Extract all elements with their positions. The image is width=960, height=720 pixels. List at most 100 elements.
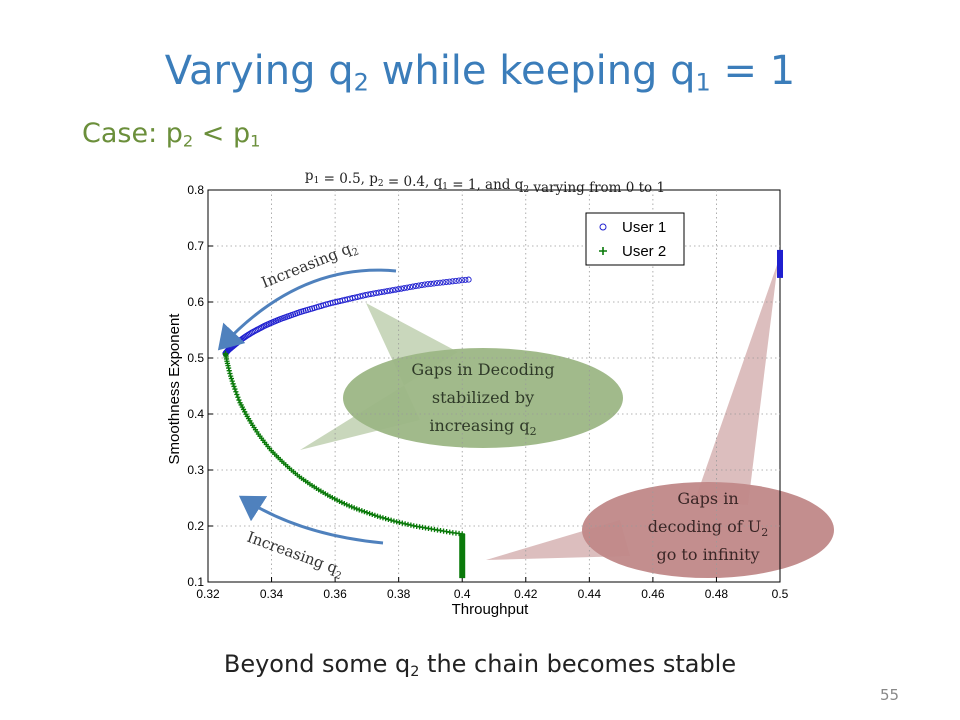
x-tick-label: 0.42: [514, 587, 538, 601]
data-point-user-1: [440, 279, 447, 286]
data-point-user-1: [381, 288, 388, 295]
data-point-user-2: [231, 383, 237, 390]
data-point-user-1: [437, 279, 444, 286]
data-point-user-1: [378, 289, 385, 296]
data-point-user-2: [354, 506, 360, 512]
red-callout-bubble: [582, 482, 834, 578]
x-axis-label: Throughput: [452, 601, 530, 618]
data-point-user-1: [452, 277, 459, 284]
green-callout: Gaps in Decoding stabilized by increasin…: [411, 360, 554, 438]
data-point-user-2: [369, 511, 375, 518]
data-point-user-2: [351, 505, 357, 511]
data-point-user-2: [372, 512, 378, 518]
x-tick-label: 0.34: [260, 587, 284, 601]
data-point-user-2: [364, 510, 370, 516]
slide-subtitle: Case: p2 < p1: [82, 118, 261, 151]
y-tick-label: 0.8: [187, 183, 204, 197]
data-point-user-1: [418, 281, 425, 289]
x-tick-label: 0.5: [772, 587, 789, 601]
data-point-user-1: [443, 278, 450, 286]
data-point-user-2: [356, 507, 362, 513]
data-point-user-2: [383, 516, 389, 522]
data-point-user-1: [465, 276, 472, 283]
data-point-user-2: [402, 521, 408, 527]
data-point-user-1: [433, 280, 441, 287]
legend-label-user-2: User 2: [622, 243, 666, 260]
callout-shapes: [300, 262, 834, 578]
data-point-user-1: [430, 280, 437, 287]
green-callout-bubble: [343, 348, 623, 448]
x-tick-label: 0.36: [323, 587, 347, 601]
data-point-user-2: [230, 381, 236, 387]
data-point-user-2: [344, 502, 350, 508]
data-point-user-2: [396, 519, 403, 526]
data-point-user-2: [346, 503, 352, 509]
red-callout-line-2: decoding of U2: [648, 517, 768, 539]
red-callout: Gaps in decoding of U2 go to infinity: [648, 489, 768, 564]
lower-increasing-arrow: [238, 495, 384, 545]
slide-title: Varying q2 while keeping q1 = 1: [164, 48, 796, 97]
upper-arrow-label: Increasing q2: [259, 237, 361, 294]
x-tick-label: 0.32: [196, 587, 220, 601]
data-point-user-1: [389, 287, 396, 294]
legend-marker-user-1: [599, 223, 607, 231]
x-tick-label: 0.38: [387, 587, 411, 601]
data-point-user-1: [398, 285, 405, 292]
data-point-user-2: [359, 508, 365, 514]
data-point-user-2: [367, 510, 373, 517]
data-point-user-2: [236, 397, 242, 403]
green-callout-line-2: stabilized by: [432, 388, 534, 407]
y-tick-label: 0.3: [187, 463, 204, 477]
green-callout-tail: [300, 303, 458, 450]
x-tick-label: 0.48: [705, 587, 729, 601]
data-point-user-1: [446, 278, 453, 285]
red-callout-line-1: Gaps in: [677, 489, 738, 508]
data-point-user-1: [386, 287, 394, 294]
data-point-user-1: [395, 286, 402, 293]
red-callout-line-3: go to infinity: [656, 545, 759, 564]
y-tick-label: 0.5: [187, 351, 204, 365]
data-point-user-2: [228, 375, 235, 382]
plot-area: [207, 189, 781, 583]
legend-marker-user-2: [599, 247, 607, 255]
data-point-user-1: [421, 281, 428, 288]
y-tick-label: 0.6: [187, 295, 204, 309]
slide-footer: Beyond some q2 the chain becomes stable: [223, 650, 737, 681]
data-point-user-1: [401, 285, 408, 292]
data-point-user-1: [459, 277, 466, 284]
data-point-user-2: [228, 373, 234, 379]
red-callout-tail-top: [695, 262, 778, 505]
data-point-user-1: [384, 288, 391, 295]
data-point-user-2: [361, 509, 367, 515]
data-point-user-2: [229, 378, 235, 384]
data-point-user-1: [415, 282, 422, 289]
y-tick-label: 0.2: [187, 519, 204, 533]
data-point-user-2: [399, 520, 405, 526]
axis-ticks: 0.32 0.34 0.36 0.38 0.4 0.42 0.44 0.46 0.48 0.5 0.…: [187, 183, 788, 601]
data-point-user-2: [408, 522, 414, 528]
x-tick-label: 0.46: [641, 587, 665, 601]
data-point-user-2: [226, 368, 232, 374]
y-tick-label: 0.1: [187, 575, 204, 589]
data-marks: [222, 249, 783, 579]
data-point-user-2: [377, 514, 383, 520]
data-point-user-2: [388, 517, 394, 523]
data-point-user-2: [380, 515, 386, 521]
data-point-user-2: [385, 516, 391, 523]
data-point-user-1: [392, 286, 399, 293]
data-point-user-1: [424, 281, 431, 288]
data-point-user-2: [349, 504, 355, 510]
data-point-user-1: [455, 277, 462, 284]
legend: User 1 User 2: [585, 212, 685, 266]
data-point-user-1: [449, 278, 456, 285]
data-point-user-1: [427, 280, 434, 287]
x-tick-label: 0.4: [454, 587, 471, 601]
data-point-user-1: [412, 283, 419, 290]
slide-number: 55: [880, 686, 900, 704]
data-point-user-1: [404, 284, 411, 291]
green-callout-line-3: increasing q2: [429, 416, 536, 438]
data-point-user-1: [406, 284, 414, 291]
data-point-user-2: [405, 521, 411, 528]
data-point-user-2: [394, 519, 400, 525]
